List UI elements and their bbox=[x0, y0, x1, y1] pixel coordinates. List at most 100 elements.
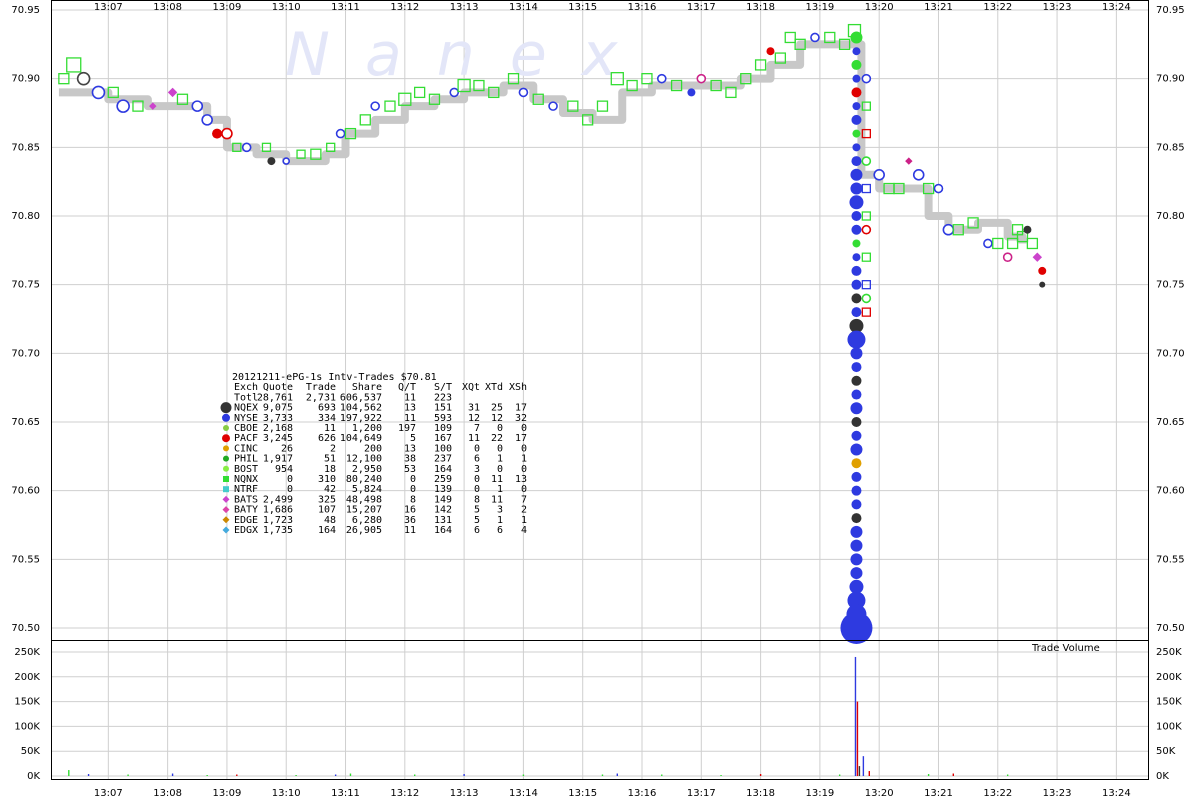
y-tick-label-right: 70.50 bbox=[1156, 623, 1185, 634]
trade-marker bbox=[852, 239, 861, 248]
trade-marker bbox=[992, 237, 1004, 250]
legend-header-cell: Trade bbox=[306, 382, 336, 393]
legend-cell: 6 bbox=[497, 525, 503, 536]
trade-marker bbox=[1002, 252, 1013, 263]
legend-cell: 0 bbox=[474, 474, 480, 485]
legend-cell: PACF bbox=[234, 433, 258, 444]
legend-cell: 3,733 bbox=[263, 413, 293, 424]
legend-cell: 5 bbox=[410, 433, 416, 444]
legend-header-cell: XTd bbox=[485, 382, 503, 393]
x-tick-label-bottom: 13:10 bbox=[272, 788, 301, 799]
trade-marker bbox=[581, 114, 594, 126]
legend-header-cell: S/T bbox=[434, 382, 452, 393]
legend-cell: 18 bbox=[324, 464, 336, 475]
trade-marker bbox=[740, 73, 752, 85]
legend-cell: 0 bbox=[287, 484, 293, 495]
x-tick-label-top: 13:18 bbox=[746, 2, 775, 13]
legend-cell: 149 bbox=[434, 494, 452, 505]
trade-marker bbox=[710, 79, 722, 92]
trade-marker bbox=[851, 59, 862, 70]
y-tick-label-right: 70.70 bbox=[1156, 348, 1185, 359]
volume-tick-label-right: 250K bbox=[1156, 647, 1182, 658]
trade-marker bbox=[473, 79, 485, 92]
legend-cell: 15,207 bbox=[346, 505, 382, 516]
legend-cell: 11 bbox=[468, 433, 480, 444]
trade-marker bbox=[861, 211, 871, 221]
legend-cell: 2,168 bbox=[263, 423, 293, 434]
volume-tick-label-left: 250K bbox=[14, 647, 40, 658]
trade-marker bbox=[687, 88, 696, 97]
trade-marker bbox=[344, 127, 357, 140]
trade-marker bbox=[359, 114, 371, 126]
legend-header-cell: Exch bbox=[234, 382, 258, 393]
legend-cell: 3 bbox=[474, 464, 480, 475]
price-plot-frame bbox=[51, 0, 1149, 641]
trade-marker bbox=[849, 579, 864, 594]
legend-cell: 0 bbox=[521, 484, 527, 495]
legend-cell: 0 bbox=[474, 484, 480, 495]
legend-cell: 53 bbox=[404, 464, 416, 475]
legend-cell: 26 bbox=[281, 443, 293, 454]
volume-plot-frame bbox=[51, 640, 1149, 780]
trade-marker bbox=[851, 471, 862, 482]
legend-cell: 109 bbox=[434, 423, 452, 434]
trade-marker bbox=[191, 100, 204, 112]
trade-marker bbox=[610, 72, 624, 86]
trade-marker bbox=[1038, 266, 1047, 275]
y-tick-label-right: 70.80 bbox=[1156, 211, 1185, 222]
legend-cell: 164 bbox=[434, 525, 452, 536]
x-tick-label-top: 13:12 bbox=[390, 2, 419, 13]
trade-marker bbox=[850, 402, 863, 415]
legend-cell: 954 bbox=[275, 464, 293, 475]
legend-cell: 13 bbox=[404, 403, 416, 414]
legend-title: 20121211-ePG-1s Intv-Trades $70.81 bbox=[232, 372, 437, 383]
legend-cell: 0 bbox=[474, 443, 480, 454]
trade-marker bbox=[850, 539, 863, 552]
x-tick-label-bottom: 13:13 bbox=[450, 788, 479, 799]
trade-marker bbox=[922, 182, 935, 195]
legend-cell: 1,735 bbox=[263, 525, 293, 536]
legend-cell: EDGX bbox=[234, 525, 258, 536]
trade-marker bbox=[282, 157, 291, 165]
legend-marker bbox=[223, 465, 229, 472]
legend-cell: 11 bbox=[404, 413, 416, 424]
legend-marker bbox=[223, 445, 229, 452]
trade-marker bbox=[548, 101, 558, 111]
x-tick-label-top: 13:10 bbox=[272, 2, 301, 13]
trade-marker bbox=[241, 142, 252, 153]
trade-marker bbox=[852, 129, 861, 138]
trade-marker bbox=[507, 73, 520, 85]
legend-cell: 1,686 bbox=[263, 505, 293, 516]
volume-tick-label-left: 150K bbox=[14, 697, 40, 708]
trade-marker bbox=[983, 238, 993, 249]
trade-marker bbox=[596, 100, 609, 112]
legend-cell: 11 bbox=[491, 474, 503, 485]
legend-cell: NQEX bbox=[234, 403, 258, 414]
trade-marker bbox=[76, 71, 91, 86]
trade-marker bbox=[850, 443, 863, 456]
x-tick-label-bottom: 13:12 bbox=[390, 788, 419, 799]
volume-tick-label-left: 50K bbox=[21, 746, 41, 757]
legend-cell: 5 bbox=[474, 505, 480, 516]
trade-marker bbox=[850, 31, 863, 44]
volume-title: Trade Volume bbox=[1031, 643, 1100, 654]
legend-cell: 167 bbox=[434, 433, 452, 444]
trade-marker bbox=[861, 280, 871, 290]
trade-marker bbox=[851, 362, 862, 373]
legend-cell: 0 bbox=[497, 423, 503, 434]
trade-marker bbox=[754, 59, 767, 71]
trade-marker bbox=[861, 156, 872, 166]
legend-cell: 11 bbox=[324, 423, 336, 434]
x-tick-label-top: 13:07 bbox=[94, 2, 123, 13]
legend-cell: 223 bbox=[434, 392, 452, 403]
legend-cell: 16 bbox=[404, 505, 416, 516]
trade-marker bbox=[696, 73, 707, 84]
trade-marker bbox=[852, 102, 861, 111]
legend-cell: 593 bbox=[434, 413, 452, 424]
trade-marker bbox=[849, 318, 864, 333]
trade-marker bbox=[370, 101, 380, 111]
legend-cell: 42 bbox=[324, 484, 336, 495]
trade-marker bbox=[838, 38, 851, 50]
